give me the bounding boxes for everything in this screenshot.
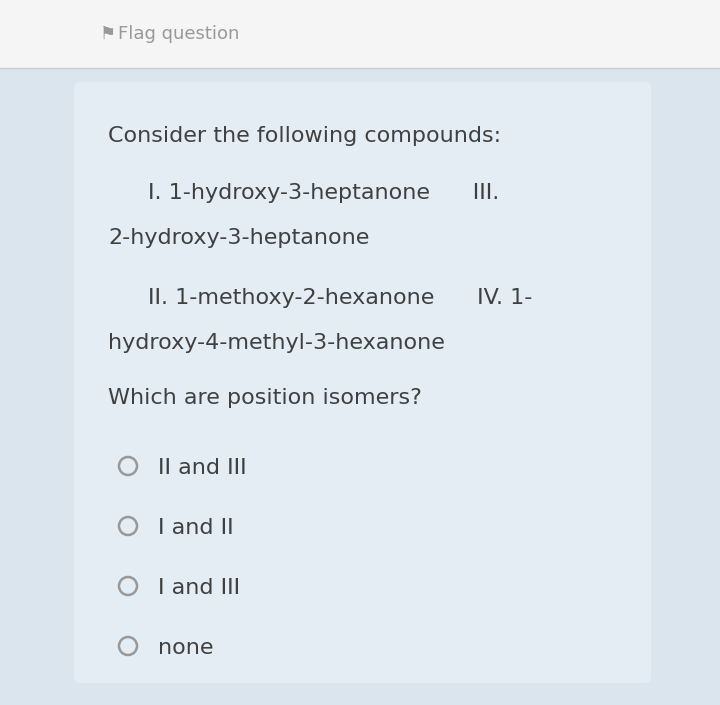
Text: Consider the following compounds:: Consider the following compounds:: [108, 126, 501, 146]
Text: ⚑: ⚑: [100, 25, 116, 43]
FancyBboxPatch shape: [74, 82, 651, 683]
Text: none: none: [158, 638, 214, 658]
FancyBboxPatch shape: [0, 0, 720, 68]
Text: I. 1-hydroxy-3-heptanone      III.: I. 1-hydroxy-3-heptanone III.: [148, 183, 499, 203]
Text: hydroxy-4-methyl-3-hexanone: hydroxy-4-methyl-3-hexanone: [108, 333, 445, 353]
Text: II and III: II and III: [158, 458, 247, 478]
Text: Flag question: Flag question: [118, 25, 239, 43]
Text: I and II: I and II: [158, 518, 233, 538]
Text: Which are position isomers?: Which are position isomers?: [108, 388, 422, 408]
Text: 2-hydroxy-3-heptanone: 2-hydroxy-3-heptanone: [108, 228, 369, 248]
Text: I and III: I and III: [158, 578, 240, 598]
Text: II. 1-methoxy-2-hexanone      IV. 1-: II. 1-methoxy-2-hexanone IV. 1-: [148, 288, 532, 308]
